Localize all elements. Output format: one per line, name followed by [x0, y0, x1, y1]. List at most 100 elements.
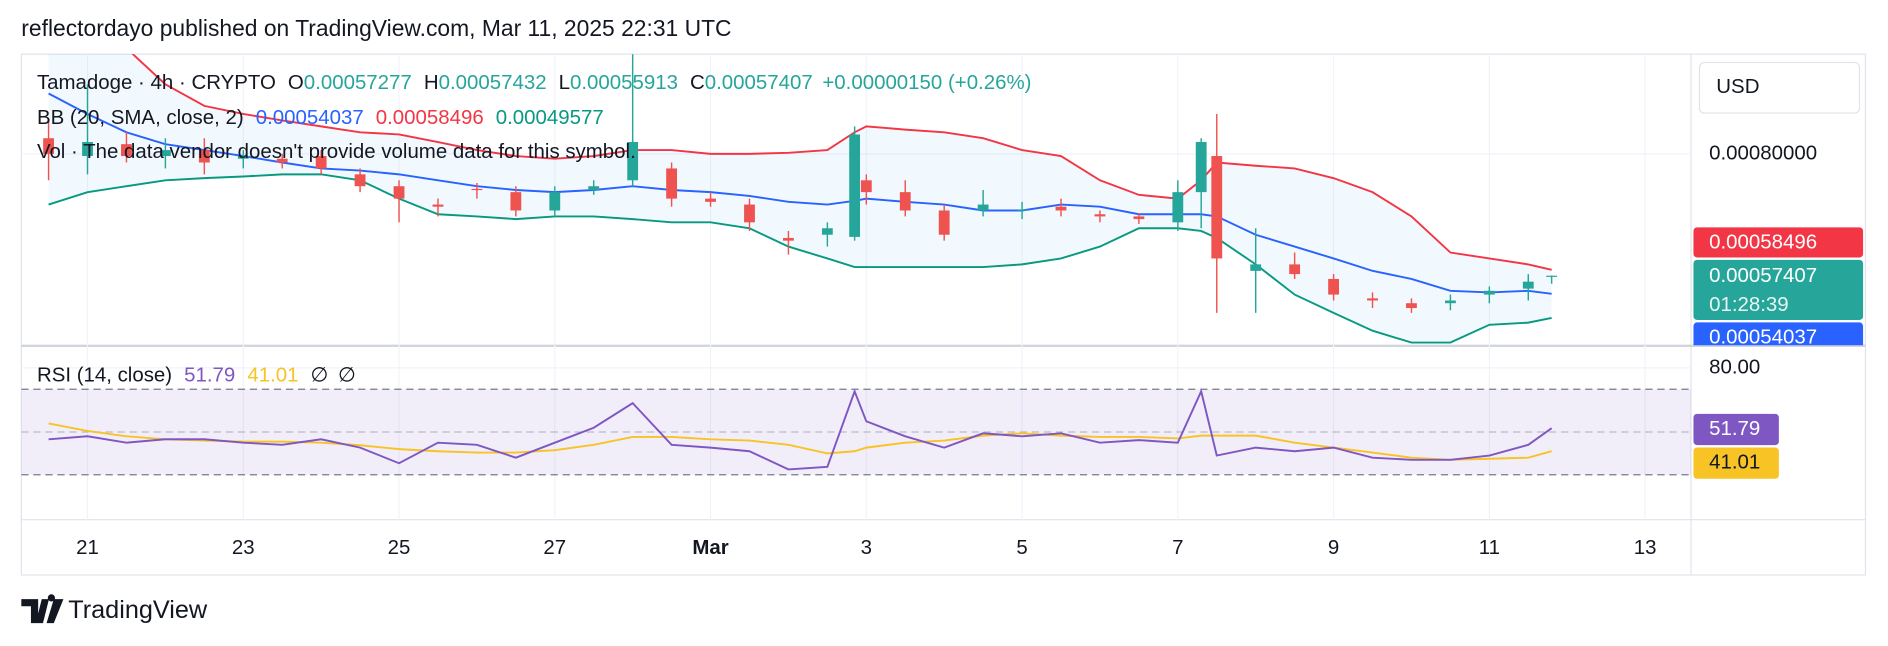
candle-body — [237, 156, 249, 159]
candle-body — [1055, 206, 1067, 211]
candle-body — [938, 210, 950, 235]
x-tick-label: 25 — [388, 536, 411, 559]
ohlc-label: H — [424, 72, 439, 95]
candle-body — [1250, 264, 1262, 271]
y-tick-label: 0.00080000 — [1709, 141, 1817, 164]
x-tick-label: 23 — [232, 536, 255, 559]
ohlc-value: 0.00057277 — [304, 72, 412, 95]
candle-body — [276, 158, 288, 163]
candle-body — [393, 186, 405, 199]
symbol-legend: Tamadoge · 4h · CRYPTO O0.00057277 H0.0005… — [37, 72, 1032, 95]
x-tick-label: Mar — [692, 536, 728, 559]
rsi-ma-value: 41.01 — [247, 364, 298, 387]
candle-body — [1195, 142, 1207, 193]
axis-layer: 21 23 25 27 Mar 3 5 7 9 11 13 0.00080000 80.00 — [76, 141, 1817, 559]
candle-body — [1522, 281, 1534, 289]
bb-upper-value: 0.00058496 — [376, 107, 484, 130]
candle-body — [354, 174, 366, 187]
ohlc-value: 0.00055913 — [570, 72, 678, 95]
x-tick-label: 5 — [1016, 536, 1027, 559]
bb-basis-line — [48, 92, 1552, 295]
ohlc-value: 0.00057407 — [705, 72, 813, 95]
bb-upper-line — [131, 54, 1552, 271]
rsi-ma-tag-text: 41.01 — [1709, 451, 1760, 474]
candle-body — [1546, 275, 1558, 277]
bb-label: BB (20, SMA, close, 2) — [37, 107, 244, 130]
candle-body — [705, 198, 716, 202]
countdown: 01:28:39 — [1709, 293, 1789, 316]
x-tick-label: 27 — [543, 536, 566, 559]
x-tick-label: 21 — [76, 536, 99, 559]
candle-body — [1133, 216, 1145, 220]
candle-body — [432, 204, 444, 207]
rsi-legend: RSI (14, close) 51.79 41.01 ∅ ∅ — [37, 364, 356, 387]
chart-frame — [20, 53, 1867, 576]
candle-body — [471, 188, 483, 191]
candle-body — [627, 142, 639, 181]
candle-body — [1367, 298, 1378, 301]
rsi-line — [48, 388, 1553, 471]
x-tick-label: 13 — [1634, 536, 1657, 559]
bb-lower-line — [48, 173, 1552, 344]
candle-body — [549, 192, 561, 211]
candle-body — [977, 204, 989, 211]
candle-body — [783, 237, 794, 241]
band-fill — [48, 54, 1552, 343]
x-tick-label: 11 — [1479, 536, 1500, 559]
x-tick-label: 7 — [1172, 536, 1183, 559]
candle-body — [666, 168, 678, 199]
volume-note: Vol · The data vendor doesn't provide vo… — [37, 140, 636, 163]
price-tags: 0.00058496 0.00057407 01:28:39 0.0005403… — [1693, 227, 1864, 348]
candle-body — [1172, 192, 1184, 223]
candle-body — [159, 150, 171, 157]
publisher-line: reflectordayo published on TradingView.c… — [21, 15, 731, 41]
candle-body — [1211, 156, 1223, 259]
y-tick-label: 80.00 — [1709, 355, 1760, 378]
candle-body — [821, 228, 833, 235]
bb-legend: BB (20, SMA, close, 2) 0.00054037 0.000584… — [37, 107, 604, 130]
ohlc-value: 0.00057432 — [439, 72, 547, 95]
rsi-ma-tag — [1693, 447, 1779, 479]
rsi-icon: ∅ — [338, 364, 356, 387]
candle-body — [1406, 303, 1417, 309]
rsi-icon: ∅ — [311, 364, 329, 387]
candle-body — [1483, 290, 1495, 295]
tradingview-logo — [21, 594, 64, 624]
basis-tag-text: 0.00054037 — [1709, 325, 1817, 348]
bb-basis-value: 0.00054037 — [256, 107, 364, 130]
upper-band-tag-text: 0.00058496 — [1709, 230, 1817, 253]
last-price-tag — [1693, 259, 1864, 320]
candle-body — [849, 134, 861, 237]
currency-button[interactable] — [1698, 61, 1861, 114]
candle-body — [860, 180, 872, 193]
rsi-tag — [1693, 413, 1779, 446]
candle-body — [744, 204, 755, 223]
currency-label[interactable]: USD — [1716, 75, 1759, 98]
rsi-value: 51.79 — [184, 364, 235, 387]
candle-body — [510, 192, 522, 211]
ohlc-label: O — [288, 72, 304, 95]
candle-body — [1094, 214, 1106, 217]
price-pane — [43, 54, 1558, 344]
rsi-tag-text: 51.79 — [1709, 417, 1760, 440]
upper-band-tag — [1693, 227, 1864, 258]
bb-lower-value: 0.00049577 — [496, 107, 604, 130]
candle-body — [1016, 209, 1028, 211]
candle-body — [1328, 278, 1339, 295]
candle-body — [43, 138, 54, 154]
rsi-label: RSI (14, close) — [37, 364, 172, 387]
x-tick-label: 9 — [1328, 536, 1339, 559]
last-price-tag-text: 0.00057407 — [1709, 264, 1817, 287]
rsi-ma-line — [48, 422, 1552, 461]
candle-body — [899, 192, 911, 211]
symbol: Tamadoge · 4h · CRYPTO — [37, 72, 276, 95]
candle-body — [1289, 264, 1301, 275]
ohlc-label: C — [690, 72, 705, 95]
change-value: +0.00000150 (+0.26%) — [822, 72, 1031, 95]
x-tick-label: 3 — [861, 536, 872, 559]
candle-body — [198, 150, 210, 163]
candle-body — [121, 144, 132, 157]
